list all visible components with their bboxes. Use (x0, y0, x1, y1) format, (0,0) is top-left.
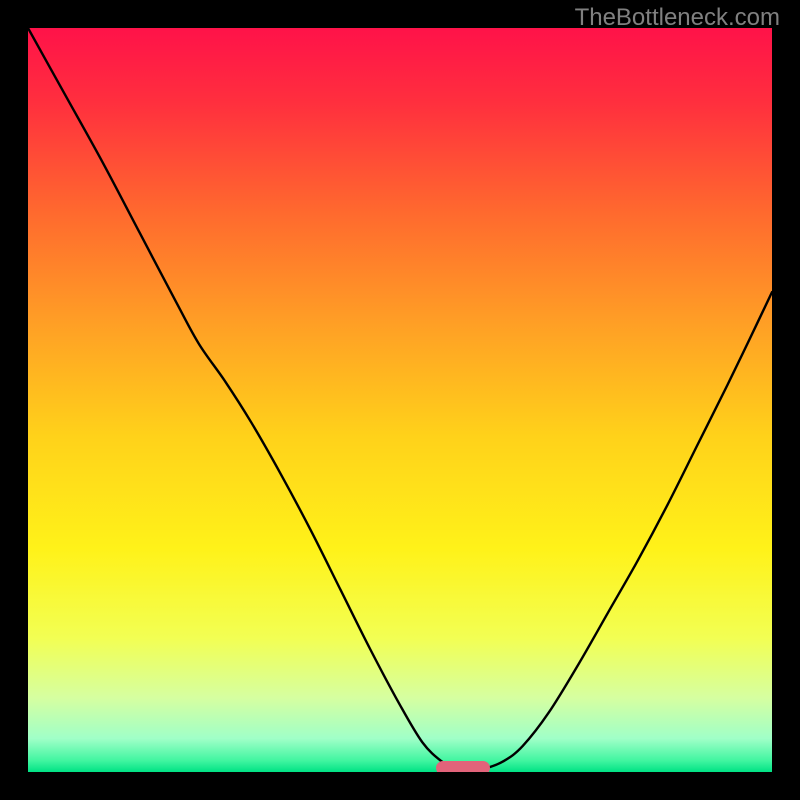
optimal-marker (436, 761, 490, 772)
curve-path (28, 28, 772, 770)
bottleneck-curve (28, 28, 772, 772)
watermark-text: TheBottleneck.com (575, 4, 780, 32)
plot-area (28, 28, 772, 772)
